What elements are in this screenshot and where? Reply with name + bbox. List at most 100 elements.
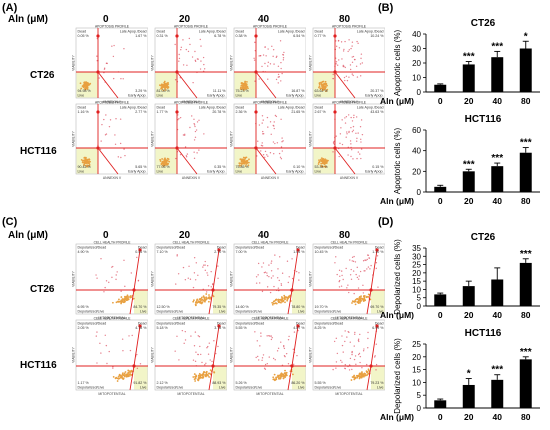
quad-value-lr: 0.15 %: [372, 165, 384, 169]
scatter-point: [287, 363, 290, 365]
y-tick-label: 10: [412, 285, 421, 294]
scatter-point: [275, 56, 278, 59]
quad-label-lr: Early Apop.: [207, 170, 225, 174]
scatter-point: [362, 260, 365, 262]
scatter-point: [351, 368, 353, 371]
conc-header-c-0: 0: [103, 230, 109, 241]
scatter-point: [269, 335, 271, 337]
scatter-point: [96, 362, 98, 364]
scatter-point: [363, 295, 365, 297]
scatter-point: [324, 165, 327, 168]
scatter-point: [341, 274, 343, 277]
quad-label-ll: Depolarized/Live: [236, 386, 263, 390]
scatter-point: [353, 376, 356, 379]
scatter-point: [358, 275, 360, 277]
y-tick-label: 20: [412, 167, 421, 176]
x-tick-label: 80: [521, 196, 531, 206]
scatter-point: [323, 85, 326, 88]
scatter-point: [344, 367, 346, 369]
scatter-point: [355, 116, 358, 118]
scatter-point: [351, 73, 353, 75]
scatter-point: [351, 130, 354, 133]
scatter-point: [361, 366, 363, 369]
scatter-point: [213, 371, 216, 374]
scatter-point: [286, 260, 289, 262]
scatter-point: [351, 120, 354, 122]
scatter-point: [281, 272, 284, 274]
y-tick-label: 30: [412, 252, 421, 261]
scatter-point: [193, 151, 195, 153]
quad-value-lr: 88.93 %: [212, 381, 226, 385]
scatter-point: [178, 57, 181, 60]
scatter-point: [124, 295, 126, 298]
scatter-point: [104, 334, 106, 336]
scatter-point: [129, 349, 132, 352]
scatter-point: [338, 47, 341, 49]
y-axis-label: Apoptotic cells (%): [393, 128, 402, 195]
flow-y-axis-label: VIABILITY: [151, 346, 155, 363]
quad-label-lr: Live: [219, 310, 226, 314]
scatter-point: [128, 335, 130, 337]
scatter-point: [273, 121, 275, 123]
scatter-point: [319, 87, 322, 90]
x-tick-label: 20: [464, 310, 474, 320]
quad-label-ll: Depolarized/Live: [315, 386, 342, 390]
flow-x-axis-label: ANNEXIN V: [182, 100, 201, 104]
flow-plot-body: CELL HEALTH PROFILEDepolarized/Dead10.45…: [309, 241, 385, 320]
bar-40: [491, 279, 504, 306]
scatter-point: [201, 361, 203, 364]
scatter-point: [320, 157, 323, 160]
scatter-point: [375, 261, 378, 264]
y-tick-label: 30: [412, 45, 421, 54]
scatter-point: [193, 118, 195, 121]
scatter-point: [255, 282, 258, 284]
flow-x-axis-label: MITOPOTENTIAL: [256, 316, 283, 320]
scatter-point: [217, 265, 219, 267]
scatter-point: [177, 273, 180, 275]
scatter-point: [96, 331, 98, 333]
quad-value-ur: 43.63 %: [370, 110, 384, 114]
scatter-point: [277, 65, 280, 67]
scatter-point: [193, 124, 196, 126]
flow-y-axis-label: VIABILITY: [309, 270, 313, 287]
quad-label-ul: Depolarized/Dead: [78, 322, 107, 326]
bar-0: [434, 186, 447, 192]
quad-value-ur: 1.67 %: [135, 34, 147, 38]
x-tick-label: 0: [438, 196, 443, 206]
scatter-point: [368, 257, 371, 259]
scatter-point: [356, 376, 359, 379]
flow-y-axis-label: VIABILITY: [309, 54, 313, 71]
quad-value-ul: 7.10 %: [157, 250, 169, 254]
significance-label: ***: [491, 41, 503, 52]
scatter-point: [125, 295, 128, 298]
live-gate-region: [134, 290, 148, 314]
quad-label-ur: Dead: [296, 322, 305, 326]
quad-value-lr: 11.11 %: [213, 89, 226, 93]
flow-y-axis-label: VIABILITY: [72, 346, 76, 363]
scatter-point: [266, 116, 269, 119]
scatter-point: [348, 76, 350, 78]
gate-handle: [175, 70, 179, 74]
scatter-point: [270, 260, 273, 262]
scatter-point: [89, 82, 92, 85]
gate-handle: [333, 70, 337, 74]
scatter-point: [255, 356, 257, 359]
flow-plot-body: CELL HEALTH PROFILEDepolarized/Dead5.18 …: [151, 317, 227, 396]
profile-title: APOPTOSIS PROFILE: [332, 25, 367, 29]
scatter-point: [244, 157, 247, 160]
scatter-point: [325, 159, 328, 162]
scatter-point: [361, 133, 364, 136]
scatter-point: [275, 115, 278, 118]
scatter-point: [279, 256, 281, 258]
scatter-point: [271, 301, 274, 304]
scatter-point: [351, 350, 353, 353]
scatter-point: [273, 125, 275, 127]
scatter-point: [95, 274, 97, 276]
scatter-point: [284, 301, 286, 304]
y-axis-label: Apoptotic cells (%): [393, 30, 402, 97]
scatter-point: [280, 67, 282, 70]
scatter-point: [111, 276, 113, 279]
significance-label: ***: [491, 153, 503, 164]
